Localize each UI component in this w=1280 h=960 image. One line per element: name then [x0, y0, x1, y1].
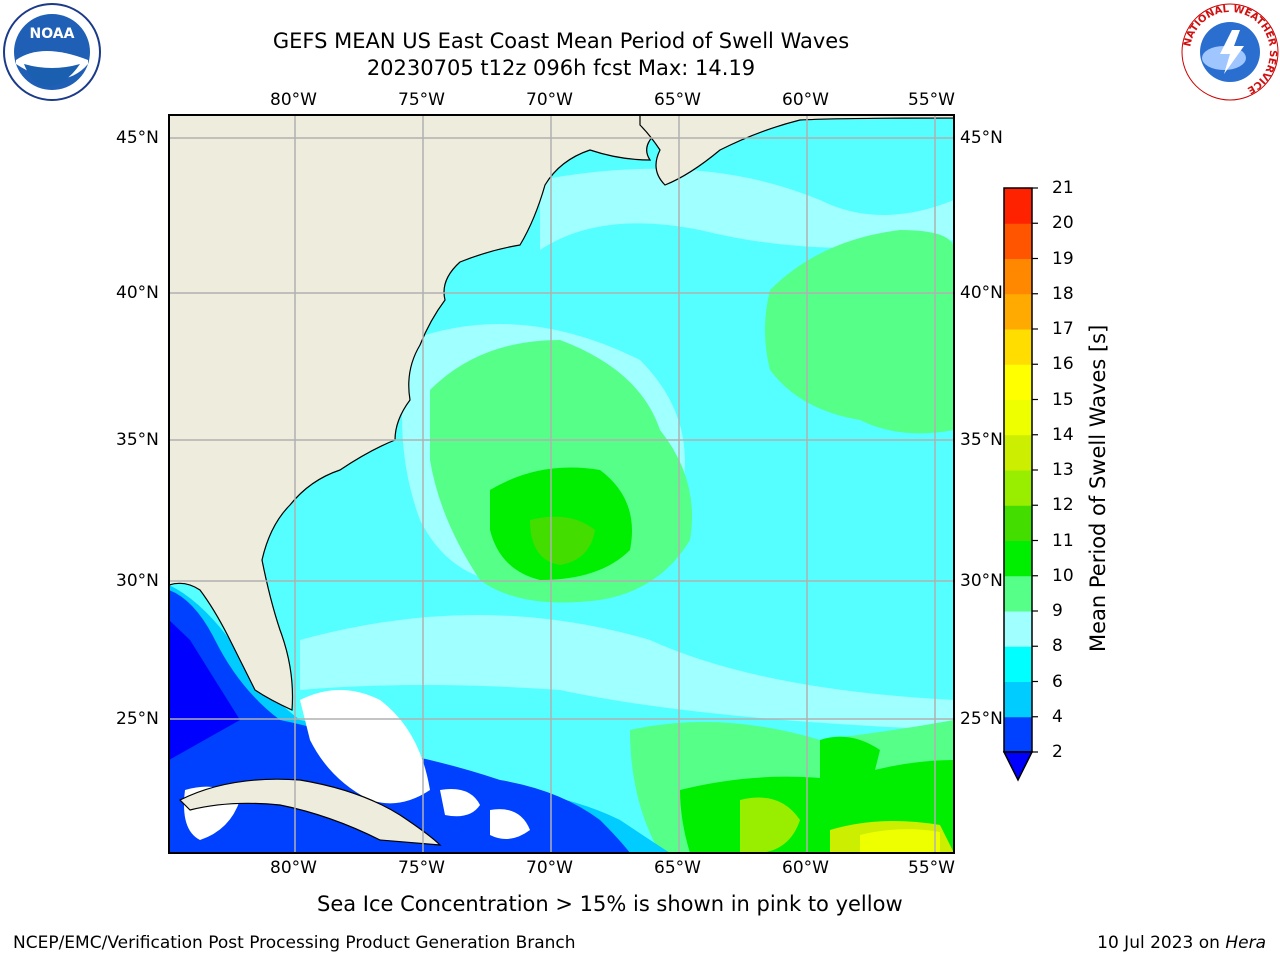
lat-label-right: 30°N [960, 571, 1003, 591]
colorbar-segment [1004, 505, 1032, 541]
colorbar-segment [1004, 188, 1032, 224]
lon-label-top: 55°W [908, 90, 955, 110]
lat-label-right: 35°N [960, 430, 1003, 450]
colorbar-tick-label: 20 [1052, 213, 1074, 234]
colorbar-segment [1004, 258, 1032, 295]
colorbar-segment [1004, 611, 1032, 647]
colorbar-tick-label: 21 [1052, 178, 1074, 198]
colorbar-tick-label: 10 [1052, 565, 1074, 586]
lon-label-bottom: 75°W [398, 858, 445, 878]
lon-label-top: 60°W [782, 90, 829, 110]
map-frame [168, 114, 955, 854]
colorbar-segment [1004, 540, 1032, 577]
colorbar-tick-label: 16 [1052, 354, 1074, 375]
colorbar-tick-label: 12 [1052, 495, 1074, 516]
lat-label-left: 40°N [116, 283, 159, 303]
swell-region-14s [860, 829, 940, 853]
swell-region-11s [530, 516, 595, 565]
footer-host: Hera [1225, 933, 1266, 953]
lat-label-left: 25°N [116, 709, 159, 729]
colorbar-tick-label: 14 [1052, 424, 1074, 445]
lon-label-bottom: 65°W [654, 858, 701, 878]
swell-region-under-2s [169, 620, 240, 760]
footer-date-text: 10 Jul 2023 on [1097, 933, 1226, 953]
colorbar-tick-label: 13 [1052, 460, 1074, 480]
colorbar-tick-label: 8 [1052, 636, 1063, 657]
colorbar-segment [1004, 681, 1032, 718]
colorbar-segment [1004, 434, 1032, 471]
map-grid [169, 115, 954, 853]
lon-label-top: 65°W [654, 90, 701, 110]
colorbar-tick-label: 6 [1052, 671, 1063, 692]
swell-band-light [300, 615, 954, 730]
us-landmass [169, 115, 701, 711]
noaa-logo: NOAA [2, 2, 102, 102]
colorbar-segment [1004, 293, 1032, 330]
colorbar-tick-label: 17 [1052, 319, 1074, 339]
lon-label-top: 75°W [398, 90, 445, 110]
swell-region-12s [740, 797, 800, 853]
lat-label-left: 45°N [116, 128, 159, 148]
colorbar-segment [1004, 646, 1032, 682]
no-data-area [440, 789, 480, 817]
colorbar-tick-label: 4 [1052, 706, 1063, 727]
island-landmass [178, 778, 442, 846]
colorbar-segment [1004, 329, 1032, 365]
canada-landmass [639, 115, 954, 186]
colorbar-tick-label: 2 [1052, 742, 1063, 762]
swell-band-light [540, 168, 954, 250]
no-data-area [490, 809, 530, 839]
colorbar [1002, 187, 1038, 782]
lat-label-right: 40°N [960, 283, 1003, 303]
colorbar-segment [1004, 470, 1032, 506]
colorbar-segment [1004, 223, 1032, 259]
colorbar-tick-label: 15 [1052, 389, 1074, 410]
colorbar-tick-label: 19 [1052, 248, 1074, 269]
colorbar-tick-label: 11 [1052, 530, 1074, 551]
lon-label-bottom: 60°W [782, 858, 829, 878]
lon-label-bottom: 55°W [908, 858, 955, 878]
lon-label-bottom: 80°W [270, 858, 317, 878]
swell-region-10s [820, 736, 880, 794]
chart-title: GEFS MEAN US East Coast Mean Period of S… [272, 29, 850, 53]
lat-label-left: 30°N [116, 571, 159, 591]
swell-region-9s [765, 230, 954, 434]
noaa-logo-text: NOAA [30, 26, 75, 42]
lon-label-top: 80°W [270, 90, 317, 110]
colorbar-segment [1004, 716, 1032, 753]
colorbar-tick-label: 9 [1052, 601, 1063, 621]
colorbar-segment [1004, 575, 1032, 612]
lon-label-bottom: 70°W [526, 858, 573, 878]
colorbar-label: Mean Period of Swell Waves [s] [1086, 324, 1110, 652]
sea-ice-note: Sea Ice Concentration > 15% is shown in … [317, 892, 903, 916]
colorbar-tick-label: 18 [1052, 283, 1074, 304]
footer-credit: NCEP/EMC/Verification Post Processing Pr… [13, 933, 576, 953]
chart-subtitle: 20230705 t12z 096h fcst Max: 14.19 [366, 56, 756, 80]
lat-label-right: 45°N [960, 128, 1003, 148]
colorbar-under-arrow [1002, 751, 1034, 782]
footer-date: 10 Jul 2023 on Hera [1097, 933, 1266, 953]
nws-logo: NATIONAL WEATHER SERVICE [1180, 2, 1280, 102]
lat-label-left: 35°N [116, 430, 159, 450]
lon-label-top: 70°W [526, 90, 573, 110]
lat-label-right: 25°N [960, 709, 1003, 729]
colorbar-segment [1004, 364, 1032, 400]
colorbar-segment [1004, 399, 1032, 436]
